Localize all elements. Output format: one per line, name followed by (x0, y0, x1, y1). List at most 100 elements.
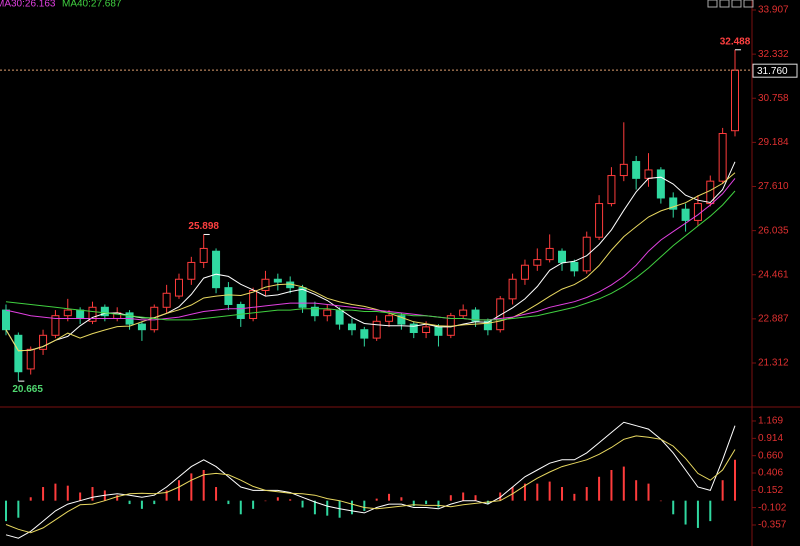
annotation-label: 25.898 (188, 221, 219, 232)
macd-bar (29, 497, 32, 501)
candle-body (360, 329, 369, 339)
y-tick-label: 21.312 (758, 358, 789, 369)
last-price-box (752, 63, 798, 78)
macd-bar (239, 500, 242, 515)
candle-body (187, 261, 196, 280)
tool-button[interactable] (743, 0, 754, 8)
candle-body (100, 306, 109, 317)
macd-bar (128, 500, 131, 505)
y-tick-label: 29.184 (758, 137, 789, 148)
candle-body (397, 315, 406, 325)
macd-bar (264, 500, 267, 502)
candle-body (409, 323, 418, 333)
macd-bar (350, 500, 353, 515)
macd-bar (635, 480, 638, 501)
macd-bar (79, 492, 82, 501)
macd-bar (116, 495, 119, 501)
toolbar (707, 0, 754, 8)
candle-body (335, 309, 344, 325)
candle-body (26, 348, 35, 370)
candle-body (63, 309, 72, 317)
ma-line (5, 190, 736, 321)
macd-bar (709, 500, 712, 522)
candle-body (570, 261, 579, 272)
header-label: MA40:27.687 (62, 0, 122, 10)
candle-body (298, 287, 307, 308)
macd-bar (190, 473, 193, 501)
candle-body (483, 320, 492, 331)
candle-body (76, 309, 85, 319)
candle-body (471, 309, 480, 322)
last-price-label: 31.760 (757, 66, 788, 77)
macd-bar (301, 500, 304, 508)
y-tick-label: 0.406 (758, 468, 783, 479)
macd-bar (202, 469, 205, 501)
macd-bar (313, 500, 316, 515)
candle-body (310, 306, 319, 317)
y-tick-label: 1.169 (758, 416, 783, 427)
macd-bar (449, 495, 452, 501)
candle-body (39, 334, 48, 350)
candle-body (558, 250, 567, 263)
macd-bar (91, 487, 94, 501)
tool-button[interactable] (707, 0, 718, 8)
macd-bar (17, 500, 20, 518)
macd-bar (523, 483, 526, 501)
candle-body (595, 203, 604, 238)
macd-bar (622, 466, 625, 501)
y-tick-label: 22.887 (758, 313, 789, 324)
macd-bar (66, 485, 69, 501)
annotation-label: 32.488 (720, 36, 751, 47)
macd-dea-line (5, 435, 736, 534)
macd-bar (585, 487, 588, 501)
candle-body (496, 298, 505, 331)
candle-body (582, 236, 591, 272)
macd-bar (140, 500, 143, 509)
candle-body (249, 289, 258, 319)
macd-bar (561, 487, 564, 501)
macd-bar (474, 495, 477, 501)
macd-bar (659, 500, 662, 502)
candle-body (51, 315, 60, 336)
y-tick-label: 30.758 (758, 93, 789, 104)
macd-bar (499, 492, 502, 501)
candle-body (669, 197, 678, 210)
macd-bar (548, 481, 551, 501)
candle-body (508, 278, 517, 300)
y-tick-label: -0.357 (758, 520, 787, 531)
y-tick-label: 32.332 (758, 49, 789, 60)
candle-body (607, 175, 616, 205)
candle-body (199, 247, 208, 263)
ma-line (5, 178, 736, 321)
macd-bar (276, 497, 279, 501)
macd-bar (375, 498, 378, 501)
macd-bar (684, 500, 687, 525)
macd-bar (400, 497, 403, 501)
y-tick-label: 0.660 (758, 450, 783, 461)
candle-body (273, 278, 282, 283)
macd-bar (672, 500, 675, 515)
y-tick-label: 27.610 (758, 181, 789, 192)
y-tick-label: 0.914 (758, 433, 783, 444)
macd-bar (215, 487, 218, 501)
candle-body (137, 323, 146, 331)
macd-bar (721, 480, 724, 501)
macd-bar (610, 469, 613, 501)
candle-body (520, 264, 529, 280)
macd-bar (42, 487, 45, 501)
candle-body (693, 203, 702, 221)
candle-body (174, 278, 183, 297)
candle-body (88, 306, 97, 322)
candle-body (212, 250, 221, 289)
tool-button[interactable] (719, 0, 730, 8)
ma-line (5, 172, 736, 352)
macd-bar (165, 490, 168, 501)
candle-body (656, 169, 665, 199)
candle-body (224, 287, 233, 305)
macd-bar (54, 483, 57, 501)
macd-bar (573, 493, 576, 501)
tool-button[interactable] (731, 0, 742, 8)
